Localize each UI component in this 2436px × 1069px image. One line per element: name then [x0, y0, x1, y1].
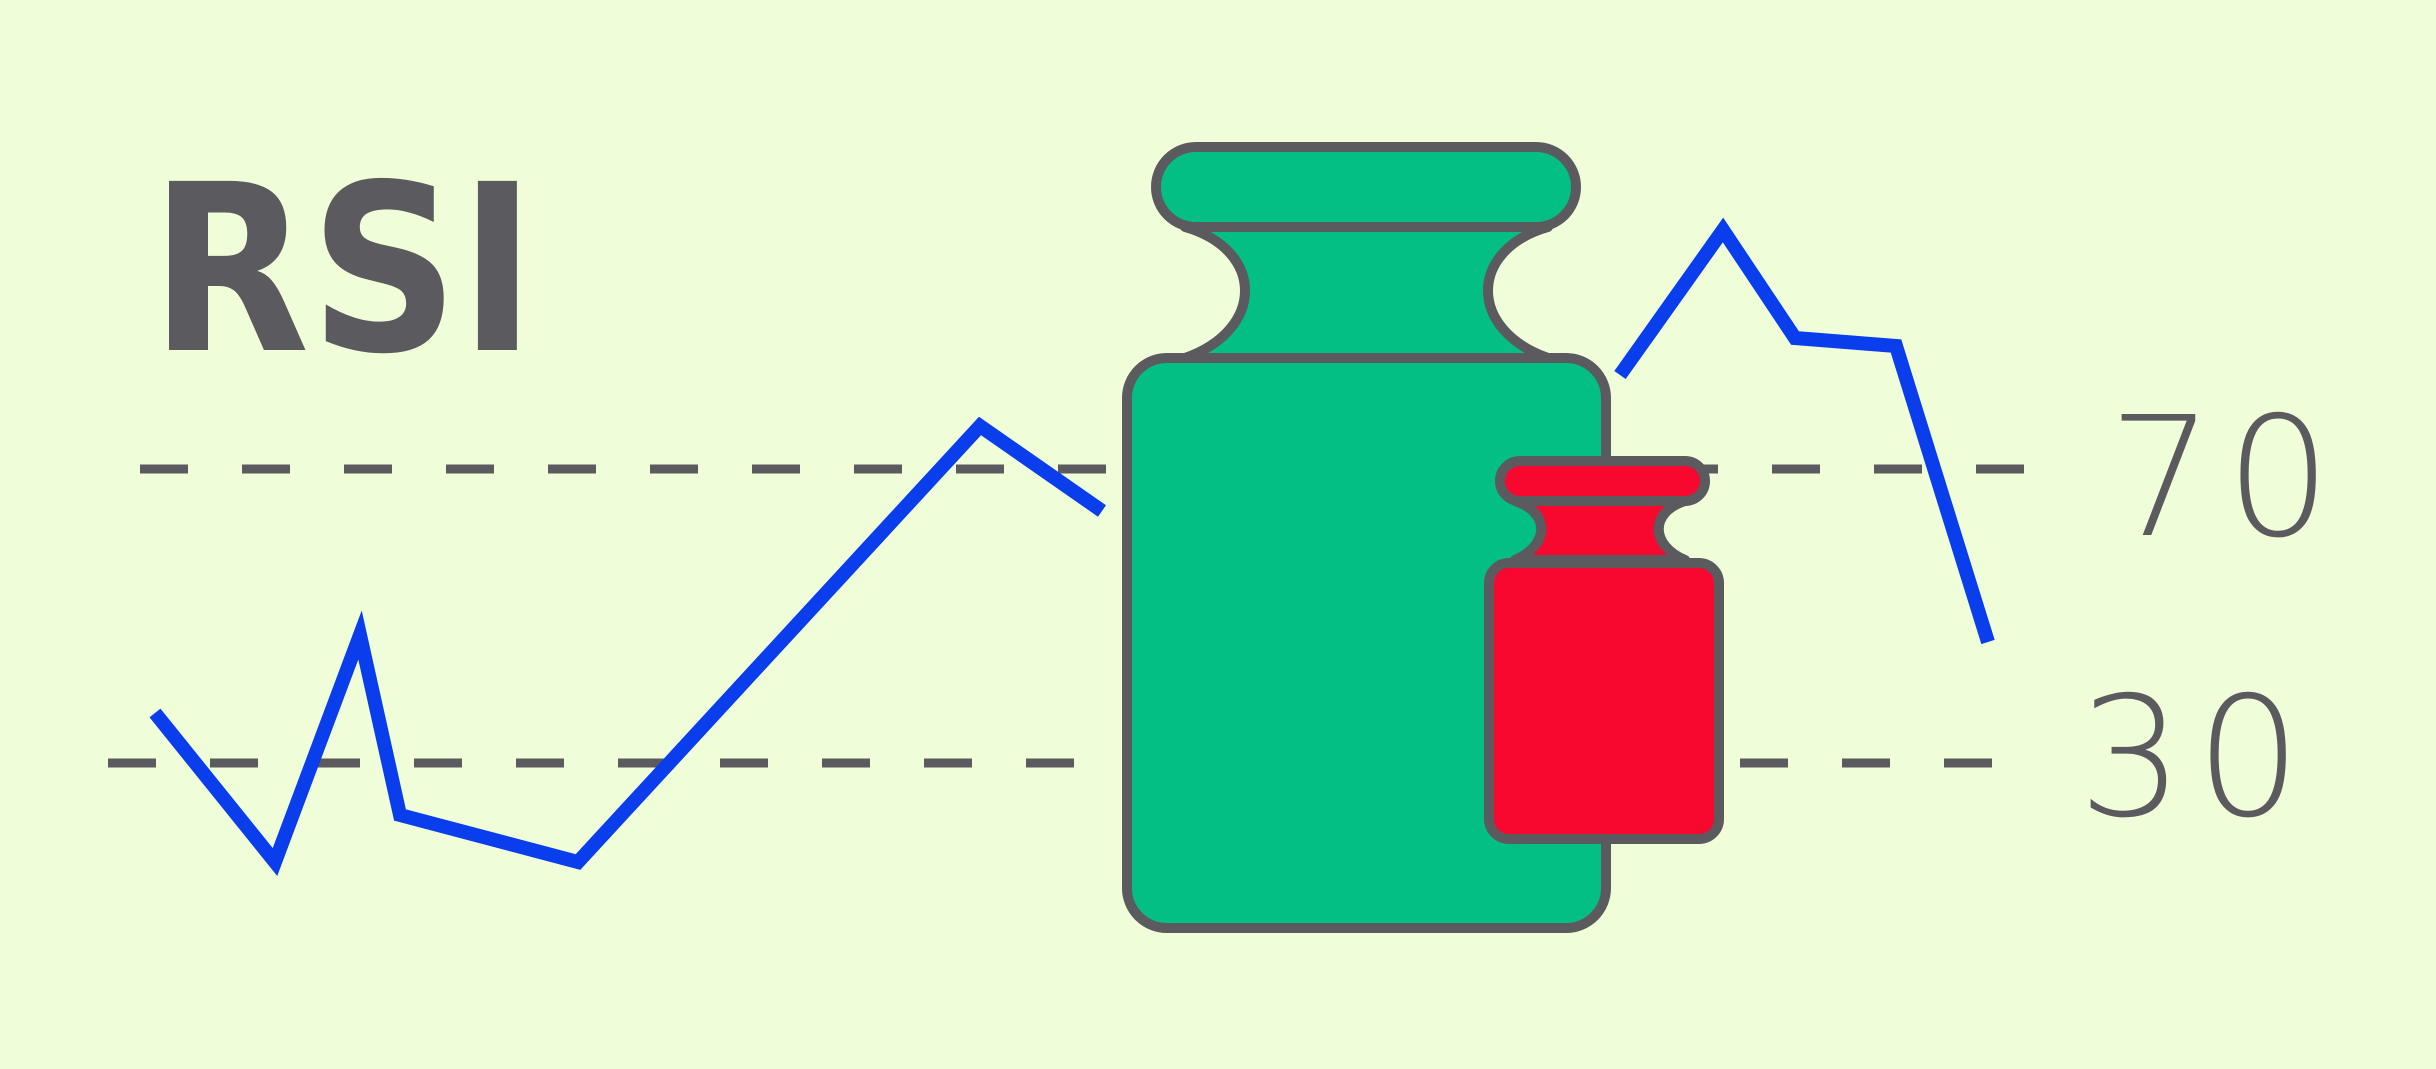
- upper-level-label: 70: [2108, 382, 2343, 575]
- small-weight-icon: [1484, 456, 1724, 844]
- title: RSI: [150, 135, 536, 405]
- rsi-line-left: [149, 416, 1107, 876]
- rsi-line-right: [1614, 217, 1995, 645]
- lower-level-label: 30: [2078, 662, 2313, 855]
